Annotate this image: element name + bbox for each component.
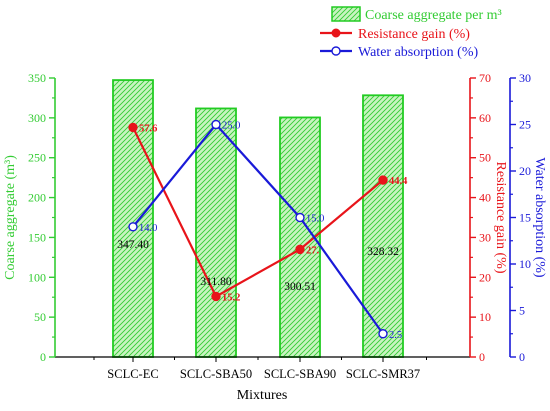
left-tick-label: 50 [34,310,46,324]
right2-axis-title: Water absorption (%) [532,157,547,278]
bar-value-label: 300.51 [284,281,316,293]
x-tick-label: SCLC-EC [107,367,158,381]
resistance-gain-point [128,122,138,133]
bar-sclc-smr37 [362,94,404,358]
right1-tick-label: 20 [479,270,491,284]
bar-sclc-sba50 [195,107,237,358]
right2-tick-label: 0 [519,350,525,364]
resistance-gain-point [211,291,221,302]
x-tick-label: SCLC-SMR37 [346,367,420,381]
bar-value-label: 347.40 [117,239,149,251]
left-tick-label: 250 [28,151,46,165]
legend: Coarse aggregate per m³ Resistance gain (… [320,6,502,60]
right1-tick-label: 30 [479,230,491,244]
bar-sclc-ec [112,79,154,358]
water-absorption-point [128,222,138,232]
left-axis-title: Coarse aggregate (m³) [3,155,18,280]
resistance-gain-point [295,244,305,255]
resistance-value-label: 15.2 [222,292,240,303]
water-absorption-point [211,119,221,130]
left-tick-label: 350 [28,71,46,85]
legend-bar-label: Coarse aggregate per m³ [365,8,502,23]
right1-tick-label: 0 [479,350,485,364]
legend-water-label: Water absorption (%) [358,45,479,60]
right2-tick-label: 5 [519,304,525,318]
right1-tick-label: 70 [479,71,491,85]
right1-tick-label: 40 [479,191,491,205]
resistance-value-label: 57.6 [139,123,157,134]
legend-resistance-label: Resistance gain (%) [358,27,470,42]
bar-value-label: 328.32 [367,246,399,258]
left-tick-label: 100 [28,270,46,284]
water-absorption-point [295,212,305,223]
right2-tick-label: 30 [519,71,531,85]
right1-tick-label: 50 [479,151,491,165]
legend-resistance-marker [331,28,341,38]
resistance-gain-line [132,126,384,298]
right1-tick-label: 10 [479,310,491,324]
right2-tick-label: 25 [519,118,531,132]
right1-axis-title: Resistance gain (%) [493,162,508,274]
water-value-label: 14.0 [139,223,157,234]
water-value-label: 15.0 [306,214,324,225]
right1-tick-label: 60 [479,111,491,125]
resistance-gain-point [378,175,388,185]
bar-value-label: 311.80 [200,276,231,288]
left-tick-label: 0 [40,350,46,364]
resistance-value-label: 27. [306,245,320,256]
x-tick-label: SCLC-SBA50 [180,367,252,381]
left-tick-label: 200 [28,191,46,205]
legend-bar-swatch [331,6,361,22]
resistance-value-label: 44.4 [389,176,408,187]
water-absorption-line [132,122,384,335]
water-absorption-point [378,329,388,339]
x-axis-title: Mixtures [237,388,288,403]
right2-tick-label: 20 [519,164,531,178]
left-tick-label: 300 [28,111,46,125]
right2-tick-label: 15 [519,211,531,225]
water-value-label: 2.5 [389,330,402,341]
legend-water-marker [331,46,341,56]
x-tick-label: SCLC-SBA90 [264,367,336,381]
left-tick-label: 150 [28,230,46,244]
right2-tick-label: 10 [519,257,531,271]
water-value-label: 25.0 [222,121,240,132]
